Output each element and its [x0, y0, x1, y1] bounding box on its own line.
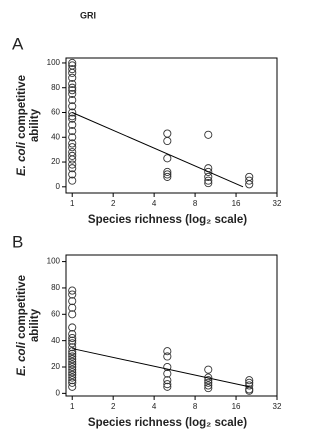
- x-tick-label: 4: [152, 199, 157, 208]
- y-tick-label: 40: [51, 132, 60, 141]
- x-tick-label: 32: [273, 199, 282, 208]
- x-tick-label: 2: [111, 402, 116, 411]
- data-point: [69, 324, 76, 331]
- figure-title: GRI: [80, 10, 96, 20]
- x-tick-label: 1: [70, 199, 75, 208]
- data-point: [164, 130, 171, 137]
- y-tick-label: 60: [51, 108, 60, 117]
- x-axis-label: Species richness (log₂ scale): [88, 417, 247, 429]
- y-tick-label: 20: [51, 362, 60, 371]
- data-point: [69, 298, 76, 305]
- y-tick-label: 0: [56, 182, 61, 191]
- data-point: [205, 131, 212, 138]
- y-axis-label: ability: [29, 308, 41, 342]
- y-tick-label: 60: [51, 309, 60, 318]
- y-tick-label: 80: [51, 283, 60, 292]
- data-point: [164, 370, 171, 377]
- y-tick-label: 20: [51, 157, 60, 166]
- x-tick-label: 2: [111, 199, 116, 208]
- y-axis-label-italic: E. coli: [16, 341, 28, 376]
- data-point: [69, 311, 76, 318]
- trend-line: [72, 349, 249, 387]
- x-tick-label: 8: [193, 199, 198, 208]
- y-tick-label: 0: [56, 388, 61, 397]
- y-axis-label-rest: competitive: [16, 75, 28, 142]
- data-point: [69, 304, 76, 311]
- y-axis-label: ability: [29, 108, 41, 142]
- plot-frame: [66, 255, 277, 396]
- x-axis-label: Species richness (log₂ scale): [88, 214, 247, 226]
- y-axis-label-rest: competitive: [16, 275, 28, 342]
- x-tick-label: 1: [70, 402, 75, 411]
- y-tick-label: 80: [51, 83, 60, 92]
- x-tick-label: 16: [232, 199, 241, 208]
- trend-line: [72, 112, 243, 186]
- y-axis-label: E. coli competitive: [16, 75, 28, 176]
- panel-label: A: [12, 34, 24, 53]
- data-point: [164, 137, 171, 144]
- data-point: [205, 366, 212, 373]
- y-tick-label: 100: [47, 58, 61, 67]
- x-tick-label: 4: [152, 402, 157, 411]
- data-point: [164, 155, 171, 162]
- y-tick-label: 100: [47, 257, 61, 266]
- x-tick-label: 16: [232, 402, 241, 411]
- y-tick-label: 40: [51, 336, 60, 345]
- data-point: [164, 353, 171, 360]
- y-axis-label: E. coli competitive: [16, 275, 28, 376]
- y-axis-label-italic: E. coli: [16, 141, 28, 176]
- plot-frame: [66, 58, 277, 193]
- panel-label: B: [12, 232, 23, 251]
- x-tick-label: 32: [273, 402, 282, 411]
- x-tick-label: 8: [193, 402, 198, 411]
